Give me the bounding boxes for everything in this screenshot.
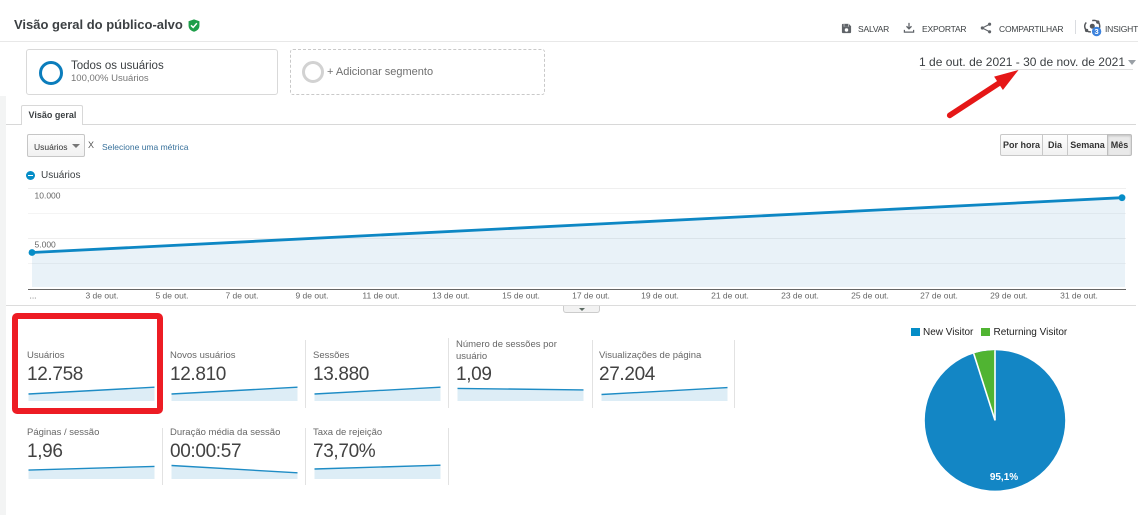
svg-text:27 de out.: 27 de out. — [920, 291, 958, 301]
svg-text:9 de out.: 9 de out. — [295, 291, 328, 301]
svg-text:3: 3 — [1095, 27, 1099, 36]
svg-text:25 de out.: 25 de out. — [851, 291, 889, 301]
svg-text:15 de out.: 15 de out. — [502, 291, 540, 301]
svg-text:23 de out.: 23 de out. — [781, 291, 819, 301]
svg-text:5.000: 5.000 — [35, 240, 57, 250]
svg-text:29 de out.: 29 de out. — [990, 291, 1028, 301]
svg-text:17 de out.: 17 de out. — [572, 291, 610, 301]
svg-text:7 de out.: 7 de out. — [225, 291, 258, 301]
svg-text:...: ... — [29, 291, 36, 301]
svg-text:11 de out.: 11 de out. — [362, 291, 399, 301]
svg-text:21 de out.: 21 de out. — [711, 291, 749, 301]
svg-text:10.000: 10.000 — [35, 190, 61, 200]
svg-text:5 de out.: 5 de out. — [155, 291, 188, 301]
svg-text:95,1%: 95,1% — [990, 472, 1018, 483]
svg-text:19 de out.: 19 de out. — [641, 291, 679, 301]
svg-text:3 de out.: 3 de out. — [85, 291, 118, 301]
svg-text:13 de out.: 13 de out. — [432, 291, 470, 301]
svg-text:31 de out.: 31 de out. — [1060, 291, 1098, 301]
